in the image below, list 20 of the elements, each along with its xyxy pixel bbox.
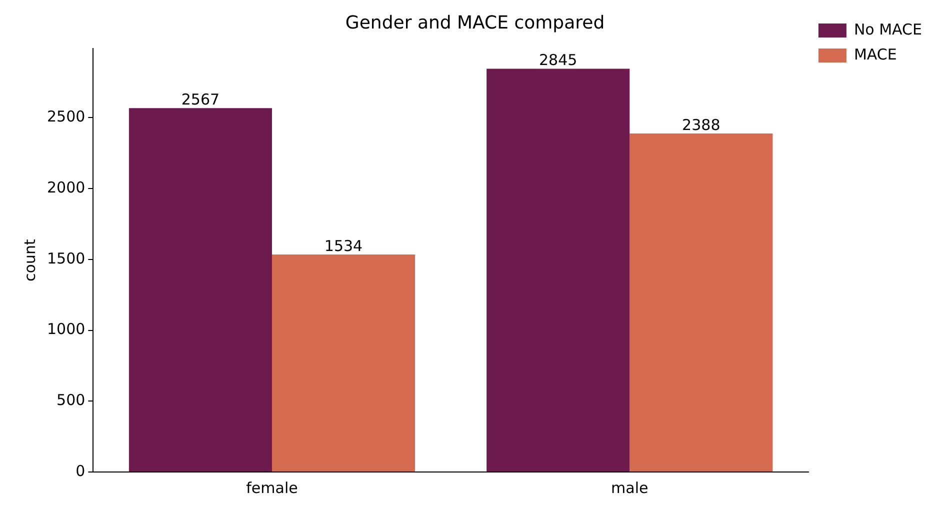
y-tick-label: 500 xyxy=(56,391,86,410)
data-label: 2388 xyxy=(682,116,720,134)
x-tick-label: female xyxy=(246,478,298,497)
data-label: 2845 xyxy=(539,51,578,70)
chart-title: Gender and MACE compared xyxy=(345,12,605,34)
y-tick-label: 1500 xyxy=(46,249,86,268)
y-tick-label: 1000 xyxy=(46,320,86,338)
bar xyxy=(272,254,416,472)
y-tick-label: 0 xyxy=(76,462,86,480)
bar xyxy=(486,68,630,472)
y-tick-label: 2000 xyxy=(46,178,86,196)
bar xyxy=(128,108,272,472)
data-label: 2567 xyxy=(181,90,220,109)
legend-label: MACE xyxy=(854,45,897,64)
bar xyxy=(630,134,773,472)
y-tick-label: 2500 xyxy=(46,108,86,126)
legend-label: No MACE xyxy=(854,20,922,38)
x-tick-label: male xyxy=(611,478,648,497)
y-axis-title: count xyxy=(20,239,39,282)
data-label: 1534 xyxy=(324,236,363,255)
